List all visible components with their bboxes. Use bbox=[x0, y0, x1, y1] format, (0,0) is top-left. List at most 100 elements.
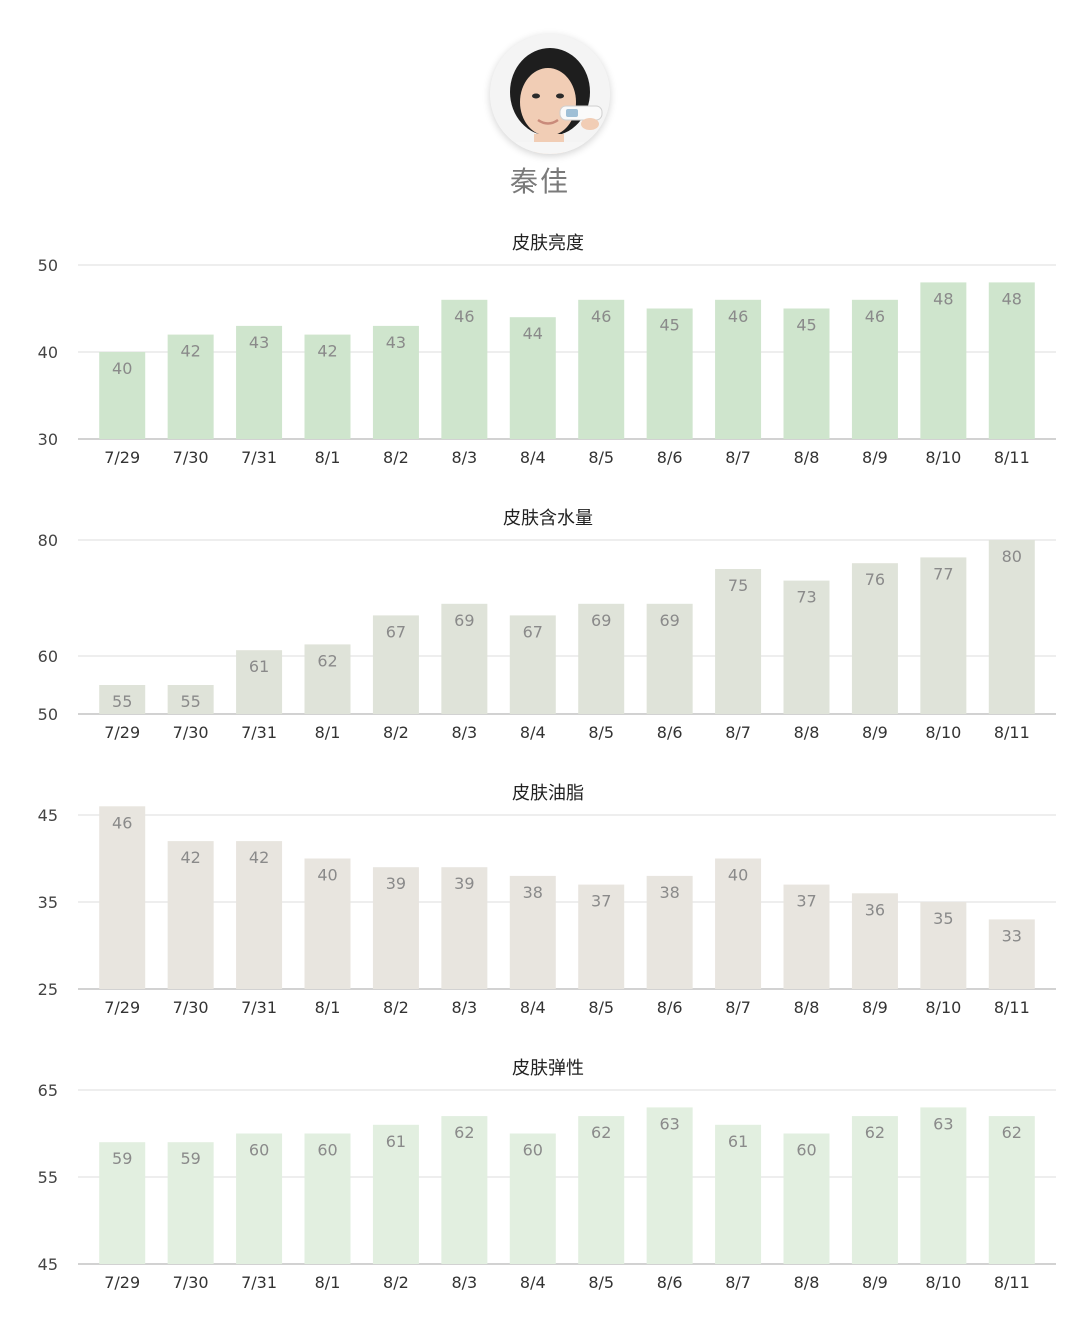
data-label: 63 bbox=[933, 1114, 953, 1133]
data-label: 61 bbox=[249, 657, 269, 676]
bar bbox=[99, 352, 146, 439]
chart-skin-elasticity: 皮肤弹性 45 55 65 59 7/29 59 7/30 60 7/31 60 8/1 61 8/2 62… bbox=[0, 1050, 1080, 1320]
bar bbox=[441, 299, 488, 439]
x-tick-label: 8/8 bbox=[794, 723, 820, 742]
x-tick-label: 8/9 bbox=[862, 448, 888, 467]
data-label: 73 bbox=[796, 588, 816, 607]
data-label: 40 bbox=[317, 866, 337, 885]
bar bbox=[578, 603, 625, 714]
y-tick-label: 40 bbox=[38, 343, 58, 362]
x-tick-label: 7/31 bbox=[241, 998, 277, 1017]
y-tick-label: 60 bbox=[38, 647, 58, 666]
data-label: 55 bbox=[180, 692, 200, 711]
y-tick-label: 50 bbox=[38, 705, 58, 724]
chart-skin-brightness: 皮肤亮度 30 40 50 40 7/29 42 7/30 43 7/31 42 8/1 43 8/2 46… bbox=[0, 225, 1080, 495]
x-tick-label: 8/7 bbox=[725, 1273, 751, 1292]
data-label: 39 bbox=[454, 874, 474, 893]
bar bbox=[167, 841, 214, 989]
x-tick-label: 8/7 bbox=[725, 448, 751, 467]
chart-skin-oil: 皮肤油脂 25 35 45 46 7/29 42 7/30 42 7/31 40 8/1 39 8/2 39… bbox=[0, 775, 1080, 1045]
bar bbox=[236, 841, 283, 989]
data-label: 59 bbox=[112, 1149, 132, 1168]
bar bbox=[783, 884, 830, 989]
x-tick-label: 8/10 bbox=[925, 723, 961, 742]
bar bbox=[715, 299, 762, 439]
x-tick-label: 7/31 bbox=[241, 1273, 277, 1292]
x-tick-label: 7/30 bbox=[173, 1273, 209, 1292]
bar bbox=[167, 334, 214, 439]
data-label: 44 bbox=[523, 324, 543, 343]
x-tick-label: 7/29 bbox=[104, 723, 140, 742]
y-tick-label: 25 bbox=[38, 980, 58, 999]
data-label: 38 bbox=[659, 883, 679, 902]
bar bbox=[578, 1116, 625, 1264]
x-tick-label: 8/5 bbox=[588, 1273, 614, 1292]
x-tick-label: 7/29 bbox=[104, 448, 140, 467]
chart-title: 皮肤弹性 bbox=[512, 1058, 584, 1079]
x-tick-label: 8/8 bbox=[794, 1273, 820, 1292]
chart-title: 皮肤亮度 bbox=[512, 233, 584, 254]
bar bbox=[509, 1133, 556, 1264]
data-label: 69 bbox=[591, 611, 611, 630]
x-tick-label: 8/2 bbox=[383, 1273, 409, 1292]
bar bbox=[988, 540, 1035, 714]
bar bbox=[99, 806, 146, 989]
data-label: 45 bbox=[796, 316, 816, 335]
x-tick-label: 8/6 bbox=[657, 448, 683, 467]
x-tick-label: 8/3 bbox=[451, 998, 477, 1017]
bar bbox=[851, 299, 898, 439]
data-label: 43 bbox=[386, 333, 406, 352]
x-tick-label: 8/9 bbox=[862, 998, 888, 1017]
bar bbox=[578, 299, 625, 439]
bar bbox=[99, 1142, 146, 1264]
y-tick-label: 45 bbox=[38, 806, 58, 825]
bar bbox=[783, 308, 830, 439]
x-tick-label: 8/2 bbox=[383, 448, 409, 467]
x-tick-label: 8/6 bbox=[657, 1273, 683, 1292]
data-label: 36 bbox=[865, 900, 885, 919]
data-label: 37 bbox=[591, 892, 611, 911]
x-tick-label: 8/4 bbox=[520, 723, 546, 742]
x-tick-label: 8/1 bbox=[315, 723, 341, 742]
x-tick-label: 8/7 bbox=[725, 998, 751, 1017]
x-tick-label: 8/4 bbox=[520, 998, 546, 1017]
chart-svg: 皮肤弹性 45 55 65 59 7/29 59 7/30 60 7/31 60 8/1 61 8/2 62… bbox=[38, 1058, 1056, 1292]
bar bbox=[372, 325, 419, 439]
x-tick-label: 8/4 bbox=[520, 1273, 546, 1292]
bar bbox=[988, 282, 1035, 439]
bar bbox=[920, 902, 967, 989]
data-label: 80 bbox=[1002, 547, 1022, 566]
data-label: 43 bbox=[249, 333, 269, 352]
bar bbox=[441, 867, 488, 989]
y-tick-label: 50 bbox=[38, 256, 58, 275]
bar bbox=[646, 875, 693, 989]
data-label: 45 bbox=[659, 316, 679, 335]
bar bbox=[851, 563, 898, 714]
bar bbox=[236, 650, 283, 714]
data-label: 42 bbox=[317, 342, 337, 361]
x-tick-label: 8/7 bbox=[725, 723, 751, 742]
data-label: 63 bbox=[659, 1114, 679, 1133]
x-tick-label: 7/29 bbox=[104, 1273, 140, 1292]
data-label: 77 bbox=[933, 564, 953, 583]
x-tick-label: 7/31 bbox=[241, 723, 277, 742]
bar bbox=[441, 603, 488, 714]
data-label: 42 bbox=[180, 342, 200, 361]
data-label: 48 bbox=[933, 289, 953, 308]
data-label: 69 bbox=[659, 611, 679, 630]
data-label: 69 bbox=[454, 611, 474, 630]
bar bbox=[646, 308, 693, 439]
x-tick-label: 7/31 bbox=[241, 448, 277, 467]
x-tick-label: 8/2 bbox=[383, 723, 409, 742]
x-tick-label: 8/10 bbox=[925, 448, 961, 467]
bar bbox=[99, 685, 146, 714]
bar bbox=[509, 317, 556, 439]
x-tick-label: 8/5 bbox=[588, 723, 614, 742]
bar bbox=[851, 893, 898, 989]
data-label: 59 bbox=[180, 1149, 200, 1168]
x-tick-label: 8/9 bbox=[862, 1273, 888, 1292]
bar bbox=[372, 615, 419, 714]
bar bbox=[236, 1133, 283, 1264]
x-tick-label: 8/10 bbox=[925, 1273, 961, 1292]
y-tick-label: 55 bbox=[38, 1168, 58, 1187]
